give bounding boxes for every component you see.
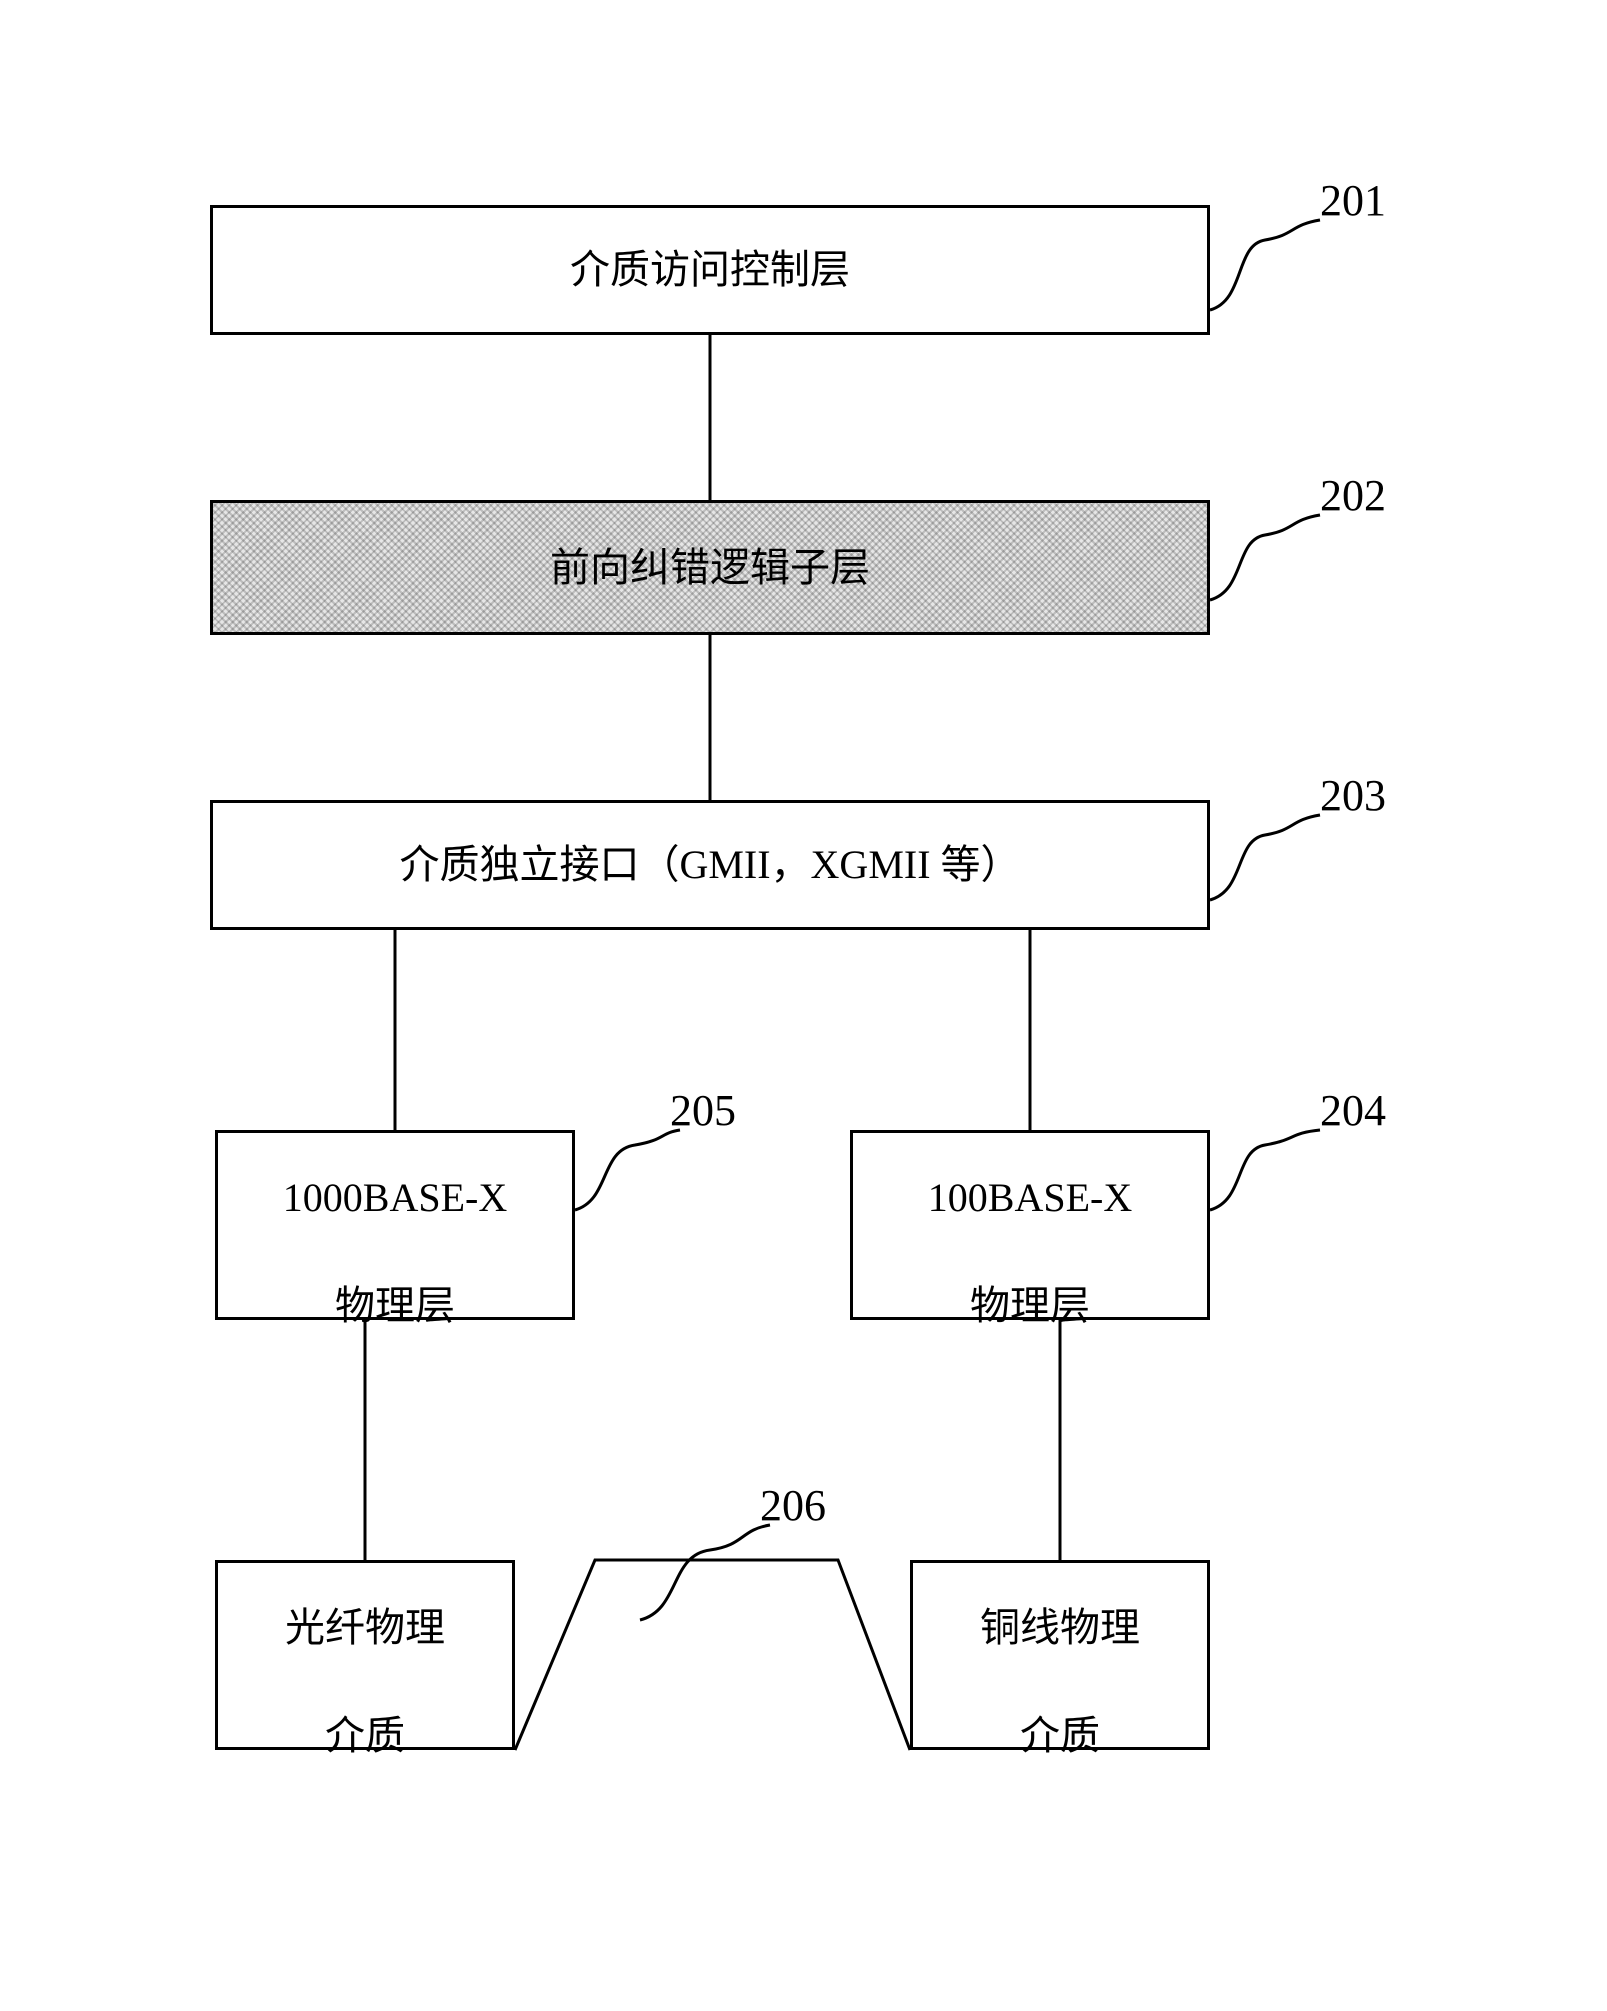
squiggle-204 (1210, 1130, 1320, 1210)
squiggle-203 (1210, 815, 1320, 900)
connectors-overlay (0, 0, 1607, 2011)
squiggle-201 (1210, 220, 1320, 310)
squiggle-206 (640, 1525, 770, 1620)
diagram-canvas: 介质访问控制层 前向纠错逻辑子层 介质独立接口（GMII，XGMII 等） 10… (0, 0, 1607, 2011)
squiggle-205 (575, 1130, 680, 1210)
media-trapezoid (515, 1560, 910, 1750)
squiggle-202 (1210, 515, 1320, 600)
